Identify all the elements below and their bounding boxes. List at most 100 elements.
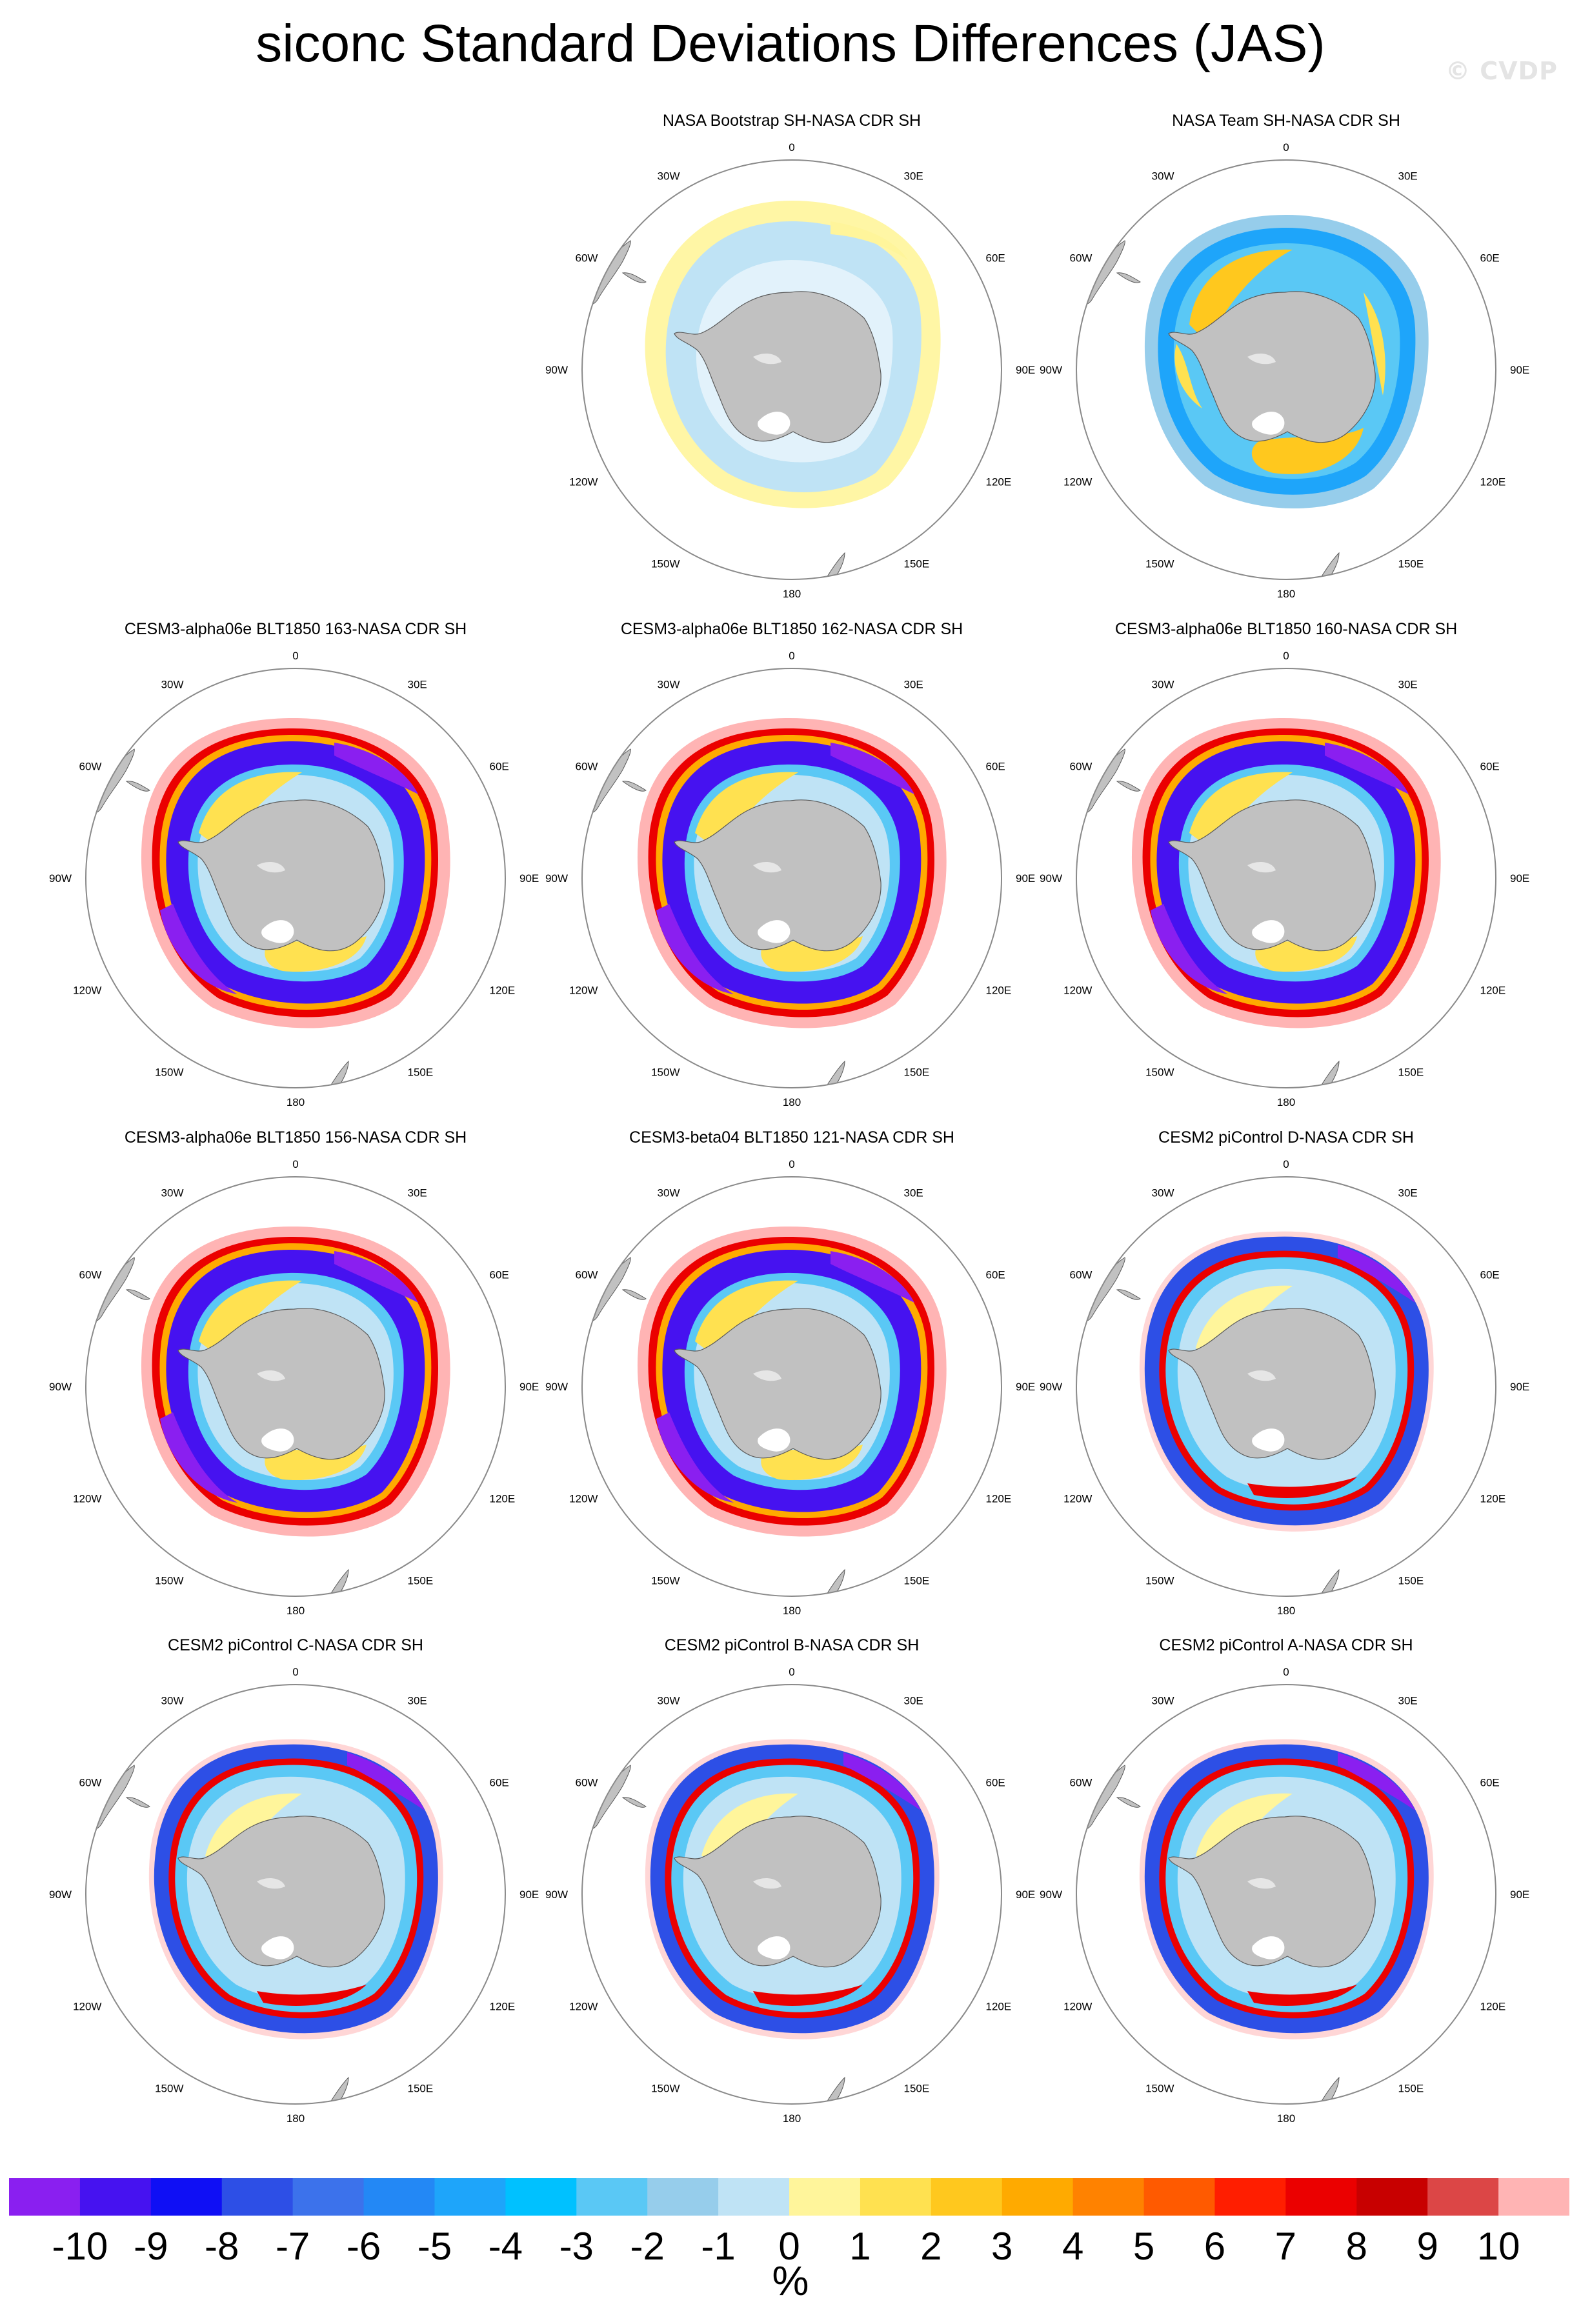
longitude-label: 0 [1283,141,1289,154]
longitude-label: 0 [789,650,794,662]
longitude-label: 120W [569,476,598,488]
map-panel: CESM2 piControl C-NASA CDR SH 0 30E 60E 90E 1… [49,1636,539,2125]
longitude-label: 120W [73,985,101,997]
longitude-label: 60W [79,761,102,773]
longitude-label: 150E [1398,558,1424,570]
map-boundary [581,159,1002,580]
map-panel: CESM2 piControl B-NASA CDR SH 0 30E 60E 90E 1… [545,1636,1035,2125]
colorbar-tick: 8 [1346,2225,1367,2268]
longitude-label: 0 [789,141,794,154]
colorbar-tick: 6 [1204,2225,1225,2268]
longitude-label: 60W [79,1777,102,1789]
map-boundary [1076,668,1496,1088]
figure-title: siconc Standard Deviations Differences (… [256,14,1325,73]
colorbar-tick: -8 [205,2225,239,2268]
longitude-label: 90E [1510,1888,1529,1901]
longitude-label: 60E [490,761,509,773]
longitude-label: 30E [1398,1187,1418,1199]
panel-title: CESM3-alpha06e BLT1850 156-NASA CDR SH [125,1128,467,1147]
colorbar-tick: -9 [134,2225,168,2268]
colorbar-swatch [789,2178,861,2216]
longitude-label: 150W [155,1575,183,1587]
longitude-label: 30E [1398,170,1418,182]
longitude-label: 30W [1152,678,1174,690]
map-field [582,668,1002,1088]
map-boundary [1076,1684,1496,2105]
longitude-label: 0 [789,1158,794,1170]
longitude-label: 60W [576,1777,598,1789]
longitude-label: 120E [986,985,1012,997]
longitude-label: 90E [519,1381,539,1393]
map-boundary [85,1684,506,2105]
map-panel: CESM3-alpha06e BLT1850 163-NASA CDR SH 0 3… [49,620,539,1108]
map-panel: CESM2 piControl D-NASA CDR SH 0 30E 60E 90E 1… [1040,1128,1529,1617]
longitude-label: 150E [904,1575,930,1587]
colorbar-swatch [1214,2178,1286,2216]
longitude-label: 150W [651,1067,680,1079]
longitude-label: 30W [658,1694,680,1707]
longitude-label: 150W [1145,1067,1174,1079]
longitude-label: 30E [904,1187,923,1199]
longitude-label: 120W [569,985,598,997]
longitude-label: 120E [1480,1493,1506,1505]
colorbar-swatch [860,2178,932,2216]
colorbar-swatch [434,2178,506,2216]
longitude-label: 30E [904,170,923,182]
map-boundary [85,668,506,1088]
longitude-label: 90E [1016,872,1035,885]
longitude-label: 120W [1063,476,1092,488]
longitude-label: 90W [49,1381,72,1393]
longitude-label: 120E [1480,985,1506,997]
longitude-label: 90E [1016,1888,1035,1901]
colorbar-swatch [647,2178,719,2216]
map-field [1076,1685,1496,2104]
map-boundary [581,668,1002,1088]
longitude-label: 60E [1480,252,1500,265]
colorbar-tick: -5 [418,2225,452,2268]
longitude-label: 120W [569,2001,598,2013]
longitude-label: 90W [1040,872,1062,885]
map-boundary [85,1176,506,1597]
longitude-label: 0 [789,1666,794,1678]
longitude-label: 30W [161,1694,184,1707]
longitude-label: 90W [1040,364,1062,376]
longitude-label: 60W [1070,761,1093,773]
colorbar-tick: 1 [849,2225,871,2268]
longitude-label: 120E [490,985,516,997]
longitude-label: 150E [1398,1575,1424,1587]
longitude-label: 60E [490,1777,509,1789]
longitude-label: 90W [545,872,568,885]
longitude-label: 0 [1283,1158,1289,1170]
colorbar [9,2178,1569,2216]
longitude-label: 90E [1016,364,1035,376]
colorbar-tick: 4 [1062,2225,1083,2268]
map-boundary [1076,159,1496,580]
panel-title: CESM2 piControl A-NASA CDR SH [1159,1636,1413,1654]
panel-title: CESM3-alpha06e BLT1850 160-NASA CDR SH [1115,620,1457,638]
longitude-label: 60W [1070,1269,1093,1281]
colorbar-swatch [1427,2178,1499,2216]
colorbar-swatch [1285,2178,1357,2216]
colorbar-tick: 7 [1275,2225,1296,2268]
longitude-label: 120E [986,476,1012,488]
longitude-label: 150W [1145,558,1174,570]
longitude-label: 150E [408,2083,434,2095]
longitude-label: 90W [49,1888,72,1901]
colorbar-tick: 9 [1416,2225,1438,2268]
map-field [582,160,1002,579]
longitude-label: 180 [1277,2112,1295,2125]
map-panel: CESM3-alpha06e BLT1850 156-NASA CDR SH 0 3… [49,1128,539,1617]
watermark: © CVDP [1445,57,1558,85]
longitude-label: 120W [73,1493,101,1505]
longitude-label: 30E [408,1187,427,1199]
longitude-label: 120E [490,2001,516,2013]
longitude-label: 0 [292,650,298,662]
longitude-label: 60W [79,1269,102,1281]
panel-title: CESM3-beta04 BLT1850 121-NASA CDR SH [629,1128,954,1147]
longitude-label: 150E [1398,2083,1424,2095]
longitude-label: 180 [1277,1096,1295,1108]
longitude-label: 30W [161,1187,184,1199]
map-panel: CESM2 piControl A-NASA CDR SH 0 30E 60E 90E 1… [1040,1636,1529,2125]
panel-title: CESM3-alpha06e BLT1850 162-NASA CDR SH [621,620,963,638]
colorbar-tick: -10 [52,2225,108,2268]
